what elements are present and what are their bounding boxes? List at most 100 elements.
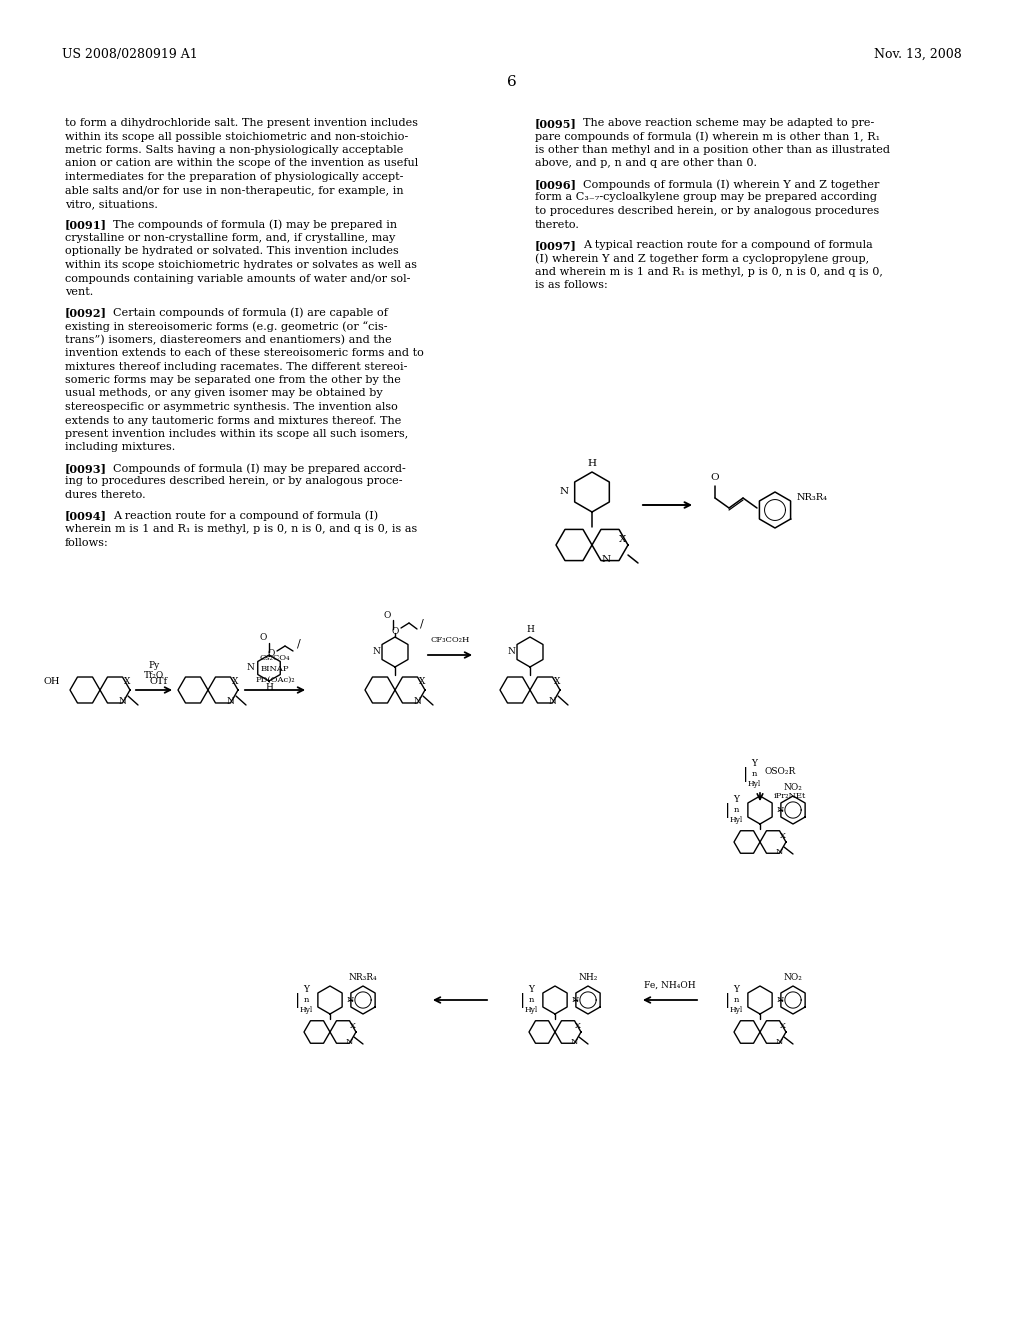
- Text: form a C₃₋₇-cycloalkylene group may be prepared according: form a C₃₋₇-cycloalkylene group may be p…: [535, 193, 877, 202]
- Text: The compounds of formula (I) may be prepared in: The compounds of formula (I) may be prep…: [113, 219, 397, 230]
- Text: H: H: [588, 459, 597, 469]
- Text: |: |: [520, 993, 525, 1007]
- Text: OSO₂R: OSO₂R: [764, 767, 796, 776]
- Text: N: N: [346, 1038, 353, 1045]
- Text: A reaction route for a compound of formula (I): A reaction route for a compound of formu…: [113, 511, 378, 521]
- Text: iPr₂NEt: iPr₂NEt: [774, 792, 806, 800]
- Text: Py: Py: [148, 661, 160, 671]
- Text: to form a dihydrochloride salt. The present invention includes: to form a dihydrochloride salt. The pres…: [65, 117, 418, 128]
- Text: vitro, situations.: vitro, situations.: [65, 199, 158, 209]
- Text: OH: OH: [43, 677, 60, 686]
- Text: NH₂: NH₂: [579, 974, 598, 982]
- Text: O: O: [391, 627, 398, 636]
- Text: The above reaction scheme may be adapted to pre-: The above reaction scheme may be adapted…: [583, 117, 874, 128]
- Text: 6: 6: [507, 75, 517, 88]
- Text: Y: Y: [751, 759, 757, 768]
- Text: CF₃CO₂H: CF₃CO₂H: [430, 636, 470, 644]
- Text: pare compounds of formula (I) wherein m is other than 1, R₁: pare compounds of formula (I) wherein m …: [535, 132, 880, 143]
- Text: intermediates for the preparation of physiologically accept-: intermediates for the preparation of phy…: [65, 172, 403, 182]
- Text: within its scope all possible stoichiometric and non-stoichio-: within its scope all possible stoichiome…: [65, 132, 409, 141]
- Text: X: X: [554, 677, 560, 686]
- Text: within its scope stoichiometric hydrates or solvates as well as: within its scope stoichiometric hydrates…: [65, 260, 417, 271]
- Text: [0096]: [0096]: [535, 180, 577, 190]
- Text: Compounds of formula (I) may be prepared accord-: Compounds of formula (I) may be prepared…: [113, 463, 406, 474]
- Text: thereto.: thereto.: [535, 219, 580, 230]
- Text: N: N: [507, 648, 515, 656]
- Text: N: N: [602, 554, 611, 564]
- Text: Y: Y: [733, 796, 739, 804]
- Text: |: |: [295, 993, 301, 1007]
- Text: Hyl: Hyl: [748, 780, 761, 788]
- Text: NR₃R₄: NR₃R₄: [349, 974, 377, 982]
- Text: N: N: [414, 697, 422, 705]
- Text: wherein m is 1 and R₁ is methyl, p is 0, n is 0, and q is 0, is as: wherein m is 1 and R₁ is methyl, p is 0,…: [65, 524, 417, 535]
- Text: O: O: [259, 634, 266, 643]
- Text: X: X: [350, 1022, 356, 1030]
- Text: Tf₂O: Tf₂O: [144, 672, 164, 681]
- Text: X: X: [780, 1022, 786, 1030]
- Text: N: N: [246, 664, 254, 672]
- Text: optionally be hydrated or solvated. This invention includes: optionally be hydrated or solvated. This…: [65, 247, 398, 256]
- Text: usual methods, or any given isomer may be obtained by: usual methods, or any given isomer may b…: [65, 388, 383, 399]
- Text: someric forms may be separated one from the other by the: someric forms may be separated one from …: [65, 375, 400, 385]
- Text: anion or cation are within the scope of the invention as useful: anion or cation are within the scope of …: [65, 158, 418, 169]
- Text: [0097]: [0097]: [535, 240, 577, 251]
- Text: stereospecific or asymmetric synthesis. The invention also: stereospecific or asymmetric synthesis. …: [65, 403, 398, 412]
- Text: A typical reaction route for a compound of formula: A typical reaction route for a compound …: [583, 240, 872, 249]
- Text: follows:: follows:: [65, 537, 109, 548]
- Text: extends to any tautomeric forms and mixtures thereof. The: extends to any tautomeric forms and mixt…: [65, 416, 401, 425]
- Text: N: N: [776, 847, 783, 855]
- Text: |: |: [743, 767, 749, 783]
- Text: to procedures described herein, or by analogous procedures: to procedures described herein, or by an…: [535, 206, 880, 216]
- Text: /: /: [420, 618, 424, 628]
- Text: O: O: [711, 474, 719, 483]
- Text: Fe, NH₄OH: Fe, NH₄OH: [644, 981, 696, 990]
- Text: (I) wherein Y and Z together form a cyclopropylene group,: (I) wherein Y and Z together form a cycl…: [535, 253, 869, 264]
- Text: able salts and/or for use in non-therapeutic, for example, in: able salts and/or for use in non-therape…: [65, 186, 403, 195]
- Text: OTf: OTf: [150, 677, 168, 686]
- Text: |: |: [725, 803, 731, 817]
- Text: compounds containing variable amounts of water and/or sol-: compounds containing variable amounts of…: [65, 273, 411, 284]
- Text: [0093]: [0093]: [65, 463, 106, 474]
- Text: N: N: [347, 997, 354, 1005]
- Text: Y: Y: [303, 986, 309, 994]
- Text: N: N: [549, 697, 556, 705]
- Text: NR₃R₄: NR₃R₄: [797, 494, 828, 503]
- Text: Y: Y: [528, 986, 534, 994]
- Text: [0091]: [0091]: [65, 219, 106, 231]
- Text: vent.: vent.: [65, 286, 93, 297]
- Text: dures thereto.: dures thereto.: [65, 490, 145, 500]
- Text: X: X: [780, 832, 786, 840]
- Text: mixtures thereof including racemates. The different stereoi-: mixtures thereof including racemates. Th…: [65, 362, 408, 371]
- Text: N: N: [777, 997, 784, 1005]
- Text: ing to procedures described herein, or by analogous proce-: ing to procedures described herein, or b…: [65, 477, 402, 487]
- Text: and wherein m is 1 and R₁ is methyl, p is 0, n is 0, and q is 0,: and wherein m is 1 and R₁ is methyl, p i…: [535, 267, 883, 277]
- Text: O: O: [383, 610, 391, 619]
- Text: n: n: [733, 807, 738, 814]
- Text: X: X: [575, 1022, 582, 1030]
- Text: X: X: [618, 535, 627, 544]
- Text: n: n: [528, 997, 534, 1005]
- Text: n: n: [733, 997, 738, 1005]
- Text: N: N: [559, 487, 568, 496]
- Text: |: |: [725, 993, 731, 1007]
- Text: NO₂: NO₂: [783, 784, 803, 792]
- Text: Hyl: Hyl: [729, 816, 742, 824]
- Text: N: N: [572, 997, 580, 1005]
- Text: N: N: [119, 697, 126, 705]
- Text: N: N: [226, 697, 234, 705]
- Text: Cs₂CO₄: Cs₂CO₄: [260, 653, 290, 663]
- Text: Certain compounds of formula (I) are capable of: Certain compounds of formula (I) are cap…: [113, 308, 388, 318]
- Text: N: N: [372, 648, 380, 656]
- Text: O: O: [267, 649, 274, 659]
- Text: n: n: [752, 770, 757, 777]
- Text: NO₂: NO₂: [783, 974, 803, 982]
- Text: Hyl: Hyl: [729, 1006, 742, 1014]
- Text: is other than methyl and in a position other than as illustrated: is other than methyl and in a position o…: [535, 145, 890, 154]
- Text: N: N: [776, 1038, 783, 1045]
- Text: [0094]: [0094]: [65, 511, 106, 521]
- Text: X: X: [419, 677, 425, 686]
- Text: N: N: [777, 807, 784, 814]
- Text: crystalline or non-crystalline form, and, if crystalline, may: crystalline or non-crystalline form, and…: [65, 234, 395, 243]
- Text: US 2008/0280919 A1: US 2008/0280919 A1: [62, 48, 198, 61]
